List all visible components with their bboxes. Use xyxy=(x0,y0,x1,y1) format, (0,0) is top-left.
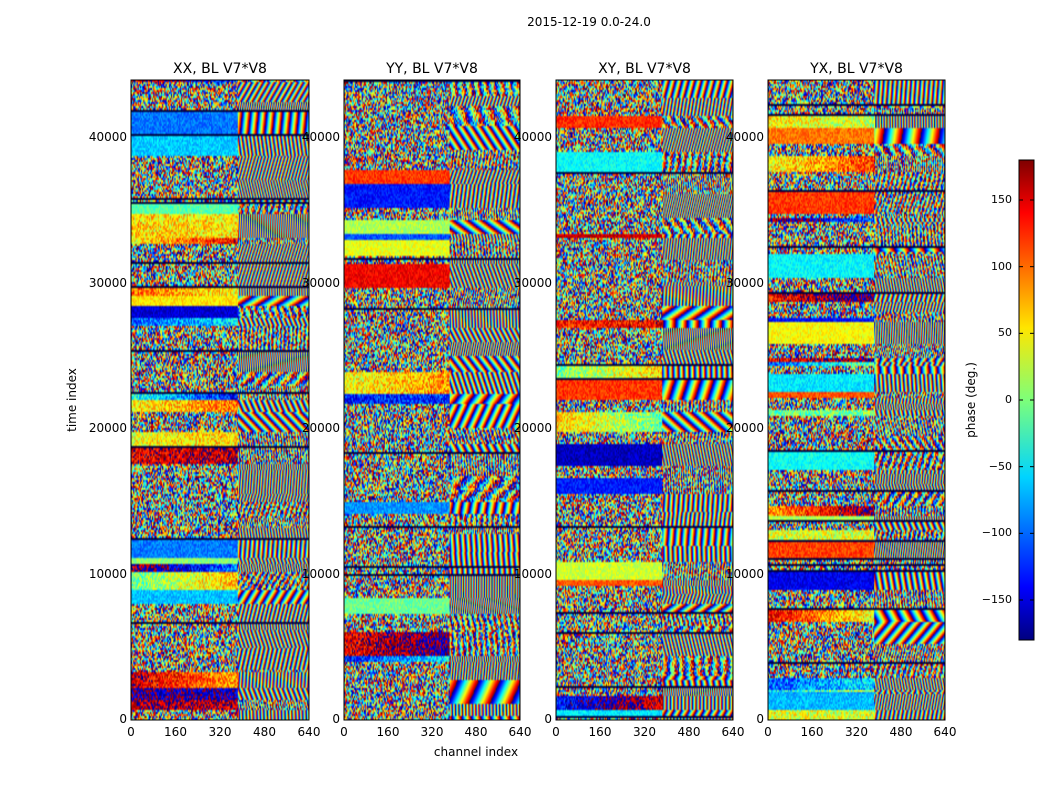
panel-title-xy: XY, BL V7*V8 xyxy=(598,61,691,77)
x-ticks-xy: 0 160 320 480 640 xyxy=(552,725,744,739)
y-tick-label: 10000 xyxy=(302,567,340,581)
x-tick-label: 0 xyxy=(552,725,560,739)
panel-title-yy: YY, BL V7*V8 xyxy=(385,61,478,77)
x-tick-label: 320 xyxy=(209,725,232,739)
plot-frame-yy xyxy=(343,79,521,721)
colorbar-tick-label: 100 xyxy=(991,260,1012,273)
y-ticks-xy: 0 10000 20000 30000 40000 xyxy=(514,130,552,726)
y-tick-label: 40000 xyxy=(514,130,552,144)
y-ticks-yx: 0 10000 20000 30000 40000 xyxy=(726,130,764,726)
y-tick-label: 0 xyxy=(756,712,764,726)
heatmap-image-xx xyxy=(131,80,309,720)
x-tick-label: 320 xyxy=(633,725,656,739)
x-tick-label: 480 xyxy=(890,725,913,739)
x-tick-label: 320 xyxy=(845,725,868,739)
y-ticks-yy: 0 10000 20000 30000 40000 xyxy=(302,130,340,726)
heatmap-image-xy xyxy=(556,80,733,720)
x-ticks-xx: 0 160 320 480 640 xyxy=(127,725,320,739)
x-tick-label: 320 xyxy=(421,725,444,739)
y-tick-label: 40000 xyxy=(89,130,127,144)
x-tick-label: 160 xyxy=(589,725,612,739)
y-ticks-xx: 0 10000 20000 30000 40000 xyxy=(89,130,127,726)
colorbar: 150 100 50 0 −50 −100 −150 phase (deg.) xyxy=(964,159,1035,641)
x-ticks-yy: 0 160 320 480 640 xyxy=(340,725,531,739)
heatmap-image-yy xyxy=(344,80,520,720)
x-tick-label: 160 xyxy=(377,725,400,739)
plot-frame-yx xyxy=(767,79,946,721)
y-tick-label: 10000 xyxy=(726,567,764,581)
y-tick-label: 30000 xyxy=(514,276,552,290)
x-ticks-yx: 0 160 320 480 640 xyxy=(764,725,956,739)
y-tick-label: 40000 xyxy=(726,130,764,144)
y-tick-label: 0 xyxy=(119,712,127,726)
y-tick-label: 30000 xyxy=(726,276,764,290)
panel-yy: YY, BL V7*V8 0 160 320 480 640 0 10000 2… xyxy=(302,61,532,759)
x-tick-label: 480 xyxy=(678,725,701,739)
x-axis-label: channel index xyxy=(434,745,518,759)
x-tick-label: 480 xyxy=(465,725,488,739)
y-tick-label: 30000 xyxy=(302,276,340,290)
y-axis-label: time index xyxy=(65,368,79,432)
panel-title-yx: YX, BL V7*V8 xyxy=(809,61,903,77)
colorbar-ticks: 150 100 50 0 −50 −100 −150 xyxy=(982,193,1034,606)
plot-frame-xy xyxy=(555,79,734,721)
panel-title-xx: XX, BL V7*V8 xyxy=(173,61,267,77)
y-tick-label: 10000 xyxy=(514,567,552,581)
x-tick-label: 0 xyxy=(340,725,348,739)
y-tick-label: 0 xyxy=(544,712,552,726)
x-tick-label: 160 xyxy=(164,725,187,739)
x-tick-label: 640 xyxy=(298,725,321,739)
colorbar-tick-label: −150 xyxy=(982,593,1012,606)
panel-yx: YX, BL V7*V8 0 160 320 480 640 0 10000 2… xyxy=(726,61,957,739)
y-tick-label: 0 xyxy=(332,712,340,726)
x-tick-label: 640 xyxy=(509,725,532,739)
y-tick-label: 40000 xyxy=(302,130,340,144)
plot-frame-xx xyxy=(130,79,310,721)
colorbar-tick-label: 0 xyxy=(1005,393,1012,406)
x-tick-label: 640 xyxy=(934,725,957,739)
x-tick-label: 480 xyxy=(253,725,276,739)
heatmap-image-yx xyxy=(768,80,945,720)
x-tick-label: 160 xyxy=(801,725,824,739)
y-tick-label: 10000 xyxy=(89,567,127,581)
y-tick-label: 30000 xyxy=(89,276,127,290)
y-tick-label: 20000 xyxy=(302,421,340,435)
y-tick-label: 20000 xyxy=(89,421,127,435)
panel-xx: XX, BL V7*V8 0 160 320 480 640 0 10000 2… xyxy=(65,61,320,739)
colorbar-tick-label: −100 xyxy=(982,526,1012,539)
x-tick-label: 640 xyxy=(722,725,745,739)
colorbar-label: phase (deg.) xyxy=(964,362,978,438)
colorbar-tick-label: 150 xyxy=(991,193,1012,206)
y-tick-label: 20000 xyxy=(514,421,552,435)
colorbar-tick-label: −50 xyxy=(989,460,1012,473)
colorbar-tick-label: 50 xyxy=(998,326,1012,339)
y-tick-label: 20000 xyxy=(726,421,764,435)
x-tick-label: 0 xyxy=(764,725,772,739)
figure-suptitle: 2015-12-19 0.0-24.0 xyxy=(527,15,651,29)
x-tick-label: 0 xyxy=(127,725,135,739)
panel-xy: XY, BL V7*V8 0 160 320 480 640 0 10000 2… xyxy=(514,61,745,739)
